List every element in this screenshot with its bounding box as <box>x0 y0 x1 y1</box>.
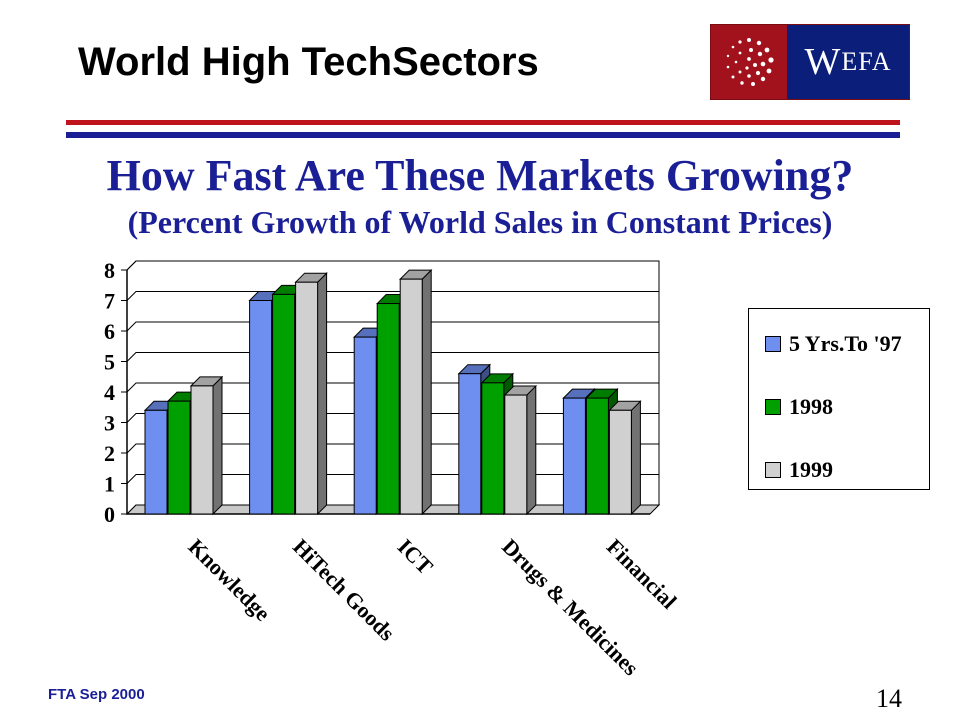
divider-red <box>66 120 900 125</box>
bar-front <box>562 397 586 515</box>
legend-item: 1998 <box>765 394 833 420</box>
y-tick-label: 3 <box>104 411 115 436</box>
bar-front <box>608 409 632 515</box>
y-tick-label: 7 <box>104 289 115 314</box>
bar-front <box>504 394 528 515</box>
y-tick-label: 1 <box>104 472 115 497</box>
footer-source: FTA Sep 2000 <box>48 686 145 703</box>
legend-swatch <box>765 462 781 478</box>
bar-front <box>353 336 377 515</box>
legend-item: 5 Yrs.To '97 <box>765 331 902 357</box>
page-number: 14 <box>876 684 902 713</box>
bar-side <box>630 400 641 516</box>
bar-front <box>190 385 214 515</box>
gridline <box>126 260 659 271</box>
legend-item: 1999 <box>765 457 833 483</box>
y-tick-label: 8 <box>104 258 115 283</box>
legend-swatch <box>765 336 781 352</box>
bar <box>608 400 642 516</box>
bar <box>294 271 328 516</box>
slide-title: World High TechSectors <box>78 40 539 84</box>
y-tick-label: 0 <box>104 502 115 527</box>
bar <box>189 375 224 516</box>
globe-dots-icon <box>726 38 774 86</box>
bar-front <box>458 373 482 515</box>
bar-side <box>317 271 328 516</box>
y-tick-label: 5 <box>104 350 115 375</box>
y-tick-label: 4 <box>104 380 115 405</box>
legend-label: 5 Yrs.To '97 <box>789 331 902 356</box>
logo-wordmark: W EFA <box>787 25 909 99</box>
logo-letter-w: W <box>804 41 842 83</box>
divider-blue <box>66 132 900 138</box>
bar-front <box>481 382 505 515</box>
chart-subheading: (Percent Growth of World Sales in Consta… <box>127 204 833 240</box>
category-label: ICT <box>393 534 439 580</box>
bar-front <box>585 397 609 515</box>
bar-front <box>167 400 191 515</box>
category-label: Knowledge <box>183 534 275 626</box>
category-label: HiTech Goods <box>288 534 400 646</box>
bar <box>503 384 538 516</box>
bar-side <box>212 375 223 516</box>
bar-front <box>144 409 168 515</box>
bar-side <box>421 268 432 516</box>
bar-side <box>526 384 537 516</box>
bar-front <box>399 278 423 515</box>
chart-heading: How Fast Are These Markets Growing? <box>106 151 854 200</box>
category-label: Financial <box>602 534 682 614</box>
y-tick-label: 2 <box>104 441 115 466</box>
gridline <box>126 352 659 362</box>
gridline <box>126 321 659 332</box>
legend-label: 1999 <box>789 457 833 482</box>
gridline <box>126 291 659 301</box>
chart-legend: 5 Yrs.To '97 1998 1999 <box>748 308 930 490</box>
legend-label: 1998 <box>789 394 833 419</box>
bar-front <box>376 303 400 515</box>
legend-swatch <box>765 399 781 415</box>
logo-letters-efa: EFA <box>841 47 892 76</box>
y-tick-label: 6 <box>104 319 115 344</box>
bar-front <box>295 281 319 515</box>
wefa-logo: W EFA <box>710 24 910 100</box>
bar-front <box>249 300 273 515</box>
bar <box>398 268 433 516</box>
bar-front <box>272 293 296 515</box>
logo-globe-panel <box>711 25 787 99</box>
